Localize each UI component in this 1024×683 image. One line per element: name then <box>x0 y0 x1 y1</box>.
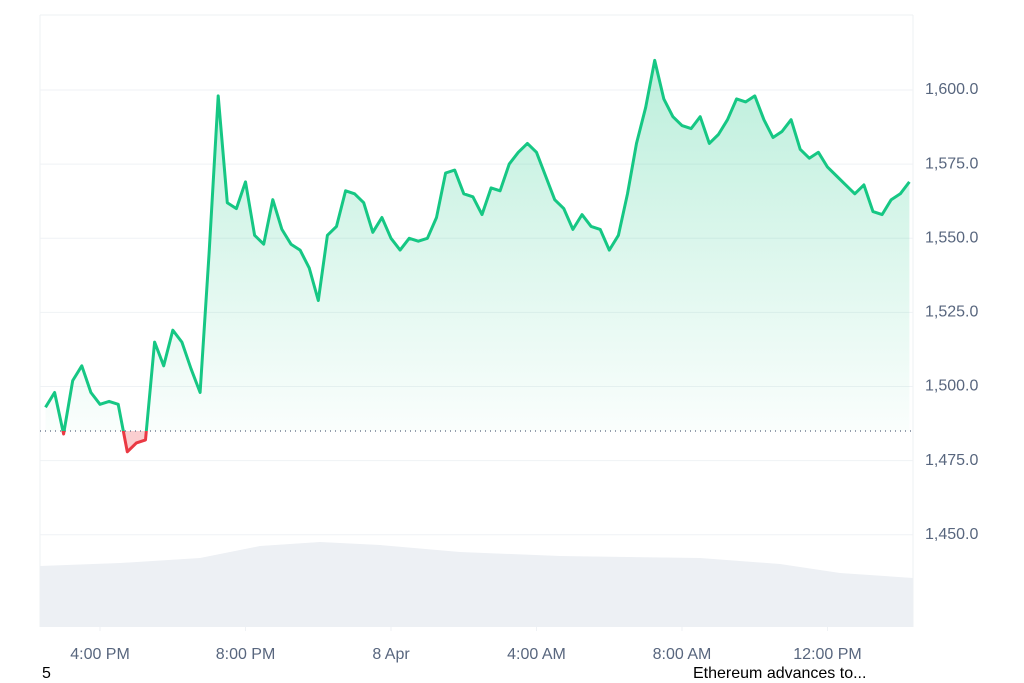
axes: 1,450.0 1,475.0 1,500.0 1,525.0 1,550.0 1,575… <box>70 81 978 663</box>
y-tick-label: 1,525.0 <box>925 304 978 321</box>
y-tick-label: 1,550.0 <box>925 229 978 246</box>
x-tick-label: 8:00 PM <box>216 646 276 663</box>
price-line <box>44 58 911 454</box>
y-tick-label: 1,500.0 <box>925 378 978 395</box>
x-tick-label: 4:00 PM <box>70 646 130 663</box>
plot <box>40 58 913 454</box>
y-tick-label: 1,575.0 <box>925 155 978 172</box>
x-tick-label: 8:00 AM <box>653 646 712 663</box>
volume-area <box>40 542 913 627</box>
x-tick-label: 4:00 AM <box>507 646 566 663</box>
y-tick-label: 1,475.0 <box>925 452 978 469</box>
price-area <box>45 60 910 452</box>
y-tick-label: 1,600.0 <box>925 81 978 98</box>
footer-left: 5 <box>42 665 51 682</box>
footer-right: Ethereum advances to... <box>693 665 866 682</box>
x-tick-label: 12:00 PM <box>793 646 861 663</box>
y-tick-label: 1,450.0 <box>925 526 978 543</box>
x-tick-label: 8 Apr <box>372 646 410 663</box>
